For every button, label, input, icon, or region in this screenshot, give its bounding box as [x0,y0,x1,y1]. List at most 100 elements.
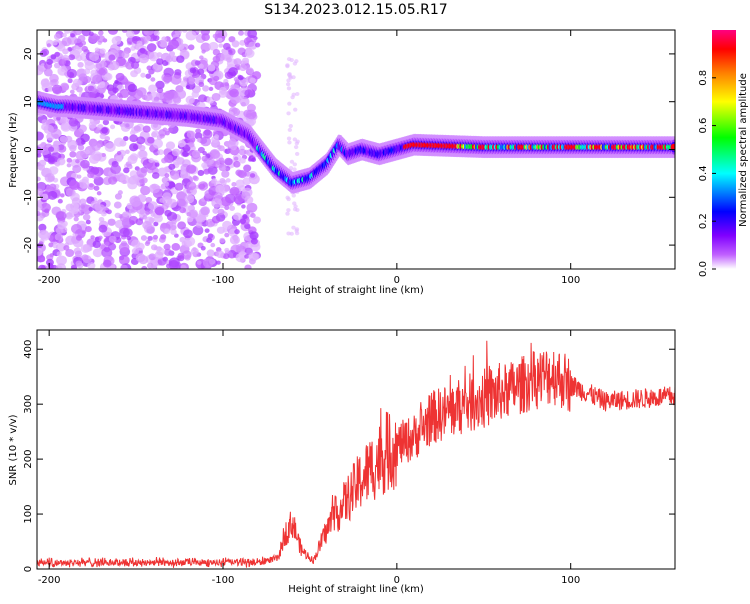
spectrogram-noise-blob [167,127,173,133]
spectrogram-noise-blob [163,248,172,256]
spectrogram-noise-blob [152,234,159,240]
spectrogram-noise-blob [179,236,186,243]
spectrogram-noise-blob [41,123,49,131]
spectrogram-noise-blob [70,207,79,215]
spectrogram-noise-blob [208,41,219,51]
spectrogram-noise-blob [46,43,52,48]
spectrogram-noise-blob [138,144,146,152]
colorbar-tick-label: 0.0 [698,261,709,277]
spectrogram-noise-blob [170,74,182,85]
spectrogram-noise-blob [38,223,47,232]
spectrogram-noise-blob [178,43,185,50]
spectrogram-y-tick-label: 10 [23,95,34,108]
snr-y-tick-label: 300 [23,395,34,414]
spectrogram-noise-blob [174,182,184,191]
spectrogram-noise-blob [200,245,206,251]
spectrogram-noise-blob [171,148,181,157]
spectrogram-noise-blob [154,206,165,216]
spectrogram-noise-blob [249,77,256,84]
spectrogram-noise-blob [92,74,103,85]
spectrogram-noise-blob [294,227,300,232]
spectrogram-noise-blob [88,183,94,188]
spectrogram-noise-blob [206,249,215,257]
spectrogram-noise-blob [230,144,237,151]
spectrogram-noise-blob [154,162,160,167]
spectrogram-noise-blob [87,172,94,179]
spectrogram-noise-blob [138,53,149,64]
spectrogram-noise-blob [292,167,297,172]
spectrogram-trace-cell [670,143,675,151]
spectrogram-noise-blob [192,225,204,236]
spectrogram-noise-blob [132,174,139,181]
spectrogram-noise-blob [104,142,116,153]
spectrogram-noise-blob [198,94,207,103]
spectrogram-noise-blob [75,150,87,161]
spectrogram-noise-blob [81,45,88,52]
spectrogram-noise-blob [217,37,223,43]
spectrogram-noise-blob [107,176,118,185]
spectrogram-noise-blob [75,55,83,62]
spectrogram-noise-blob [252,71,262,80]
spectrogram-noise-blob [76,86,83,93]
spectrogram-noise-blob [201,33,210,42]
spectrogram-noise-blob [238,30,244,36]
spectrogram-noise-blob [49,73,59,83]
spectrogram-y-label: Frequency (Hz) [8,112,19,188]
spectrogram-noise-blob [201,155,208,162]
spectrogram-noise-blob [204,228,210,233]
spectrogram-noise-blob [165,141,176,150]
spectrogram-noise-blob [109,64,115,69]
spectrogram-noise-blob [53,62,61,69]
spectrogram-noise-blob [163,243,171,251]
spectrogram-noise-blob [87,262,96,269]
spectrogram-noise-blob [233,212,242,221]
spectrogram-noise-blob [286,86,292,91]
spectrogram-noise-blob [73,30,83,36]
spectrogram-noise-blob [65,212,73,220]
spectrogram-noise-blob [239,78,249,87]
spectrogram-noise-blob [131,247,140,255]
spectrogram-noise-blob [135,218,144,226]
spectrogram-noise-blob [291,193,296,198]
spectrogram-noise-blob [238,148,247,156]
spectrogram-noise-blob [293,107,298,112]
spectrogram-noise-blob [92,248,103,258]
spectrogram-noise-blob [244,264,252,269]
spectrogram-noise-blob [179,264,187,269]
spectrogram-noise-blob [289,159,295,164]
spectrogram-noise-blob [218,157,225,163]
spectrogram-noise-blob [90,69,98,76]
spectrogram-noise-blob [81,254,89,261]
spectrogram-noise-blob [41,119,48,125]
spectrogram-noise-blob [38,159,47,167]
spectrogram-noise-blob [127,83,137,93]
spectrogram-noise-blob [221,170,230,178]
spectrogram-noise-blob [113,201,122,209]
spectrogram-noise-blob [215,184,225,194]
spectrogram-noise-blob [144,93,153,101]
spectrogram-noise-blob [155,80,165,90]
spectrogram-noise-blob [212,130,219,135]
spectrogram-x-tick-label: -200 [38,275,61,286]
spectrogram-noise-blob [290,95,295,100]
spectrogram-noise-blob [104,72,113,81]
spectrogram-noise-blob [81,30,91,37]
spectrogram-noise-blob [171,242,181,251]
spectrogram-noise-blob [123,136,129,142]
spectrogram-noise-blob [186,181,197,191]
spectrogram-noise-blob [107,218,116,226]
spectrogram-noise-blob [231,40,240,48]
spectrogram-noise-blob [90,235,95,240]
spectrogram-noise-blob [130,70,138,78]
spectrogram-noise-blob [292,137,298,142]
spectrogram-noise-blob [185,95,195,105]
spectrogram-noise-blob [230,84,237,90]
spectrogram-noise-blob [198,63,204,69]
spectrogram-noise-blob [51,84,63,95]
colorbar-label: Normalized spectral amplitude [738,73,749,227]
spectrogram-noise-blob [129,143,139,152]
spectrogram-noise-blob [80,159,90,169]
spectrogram-noise-blob [188,78,195,85]
spectrogram-noise-blob [180,80,188,87]
